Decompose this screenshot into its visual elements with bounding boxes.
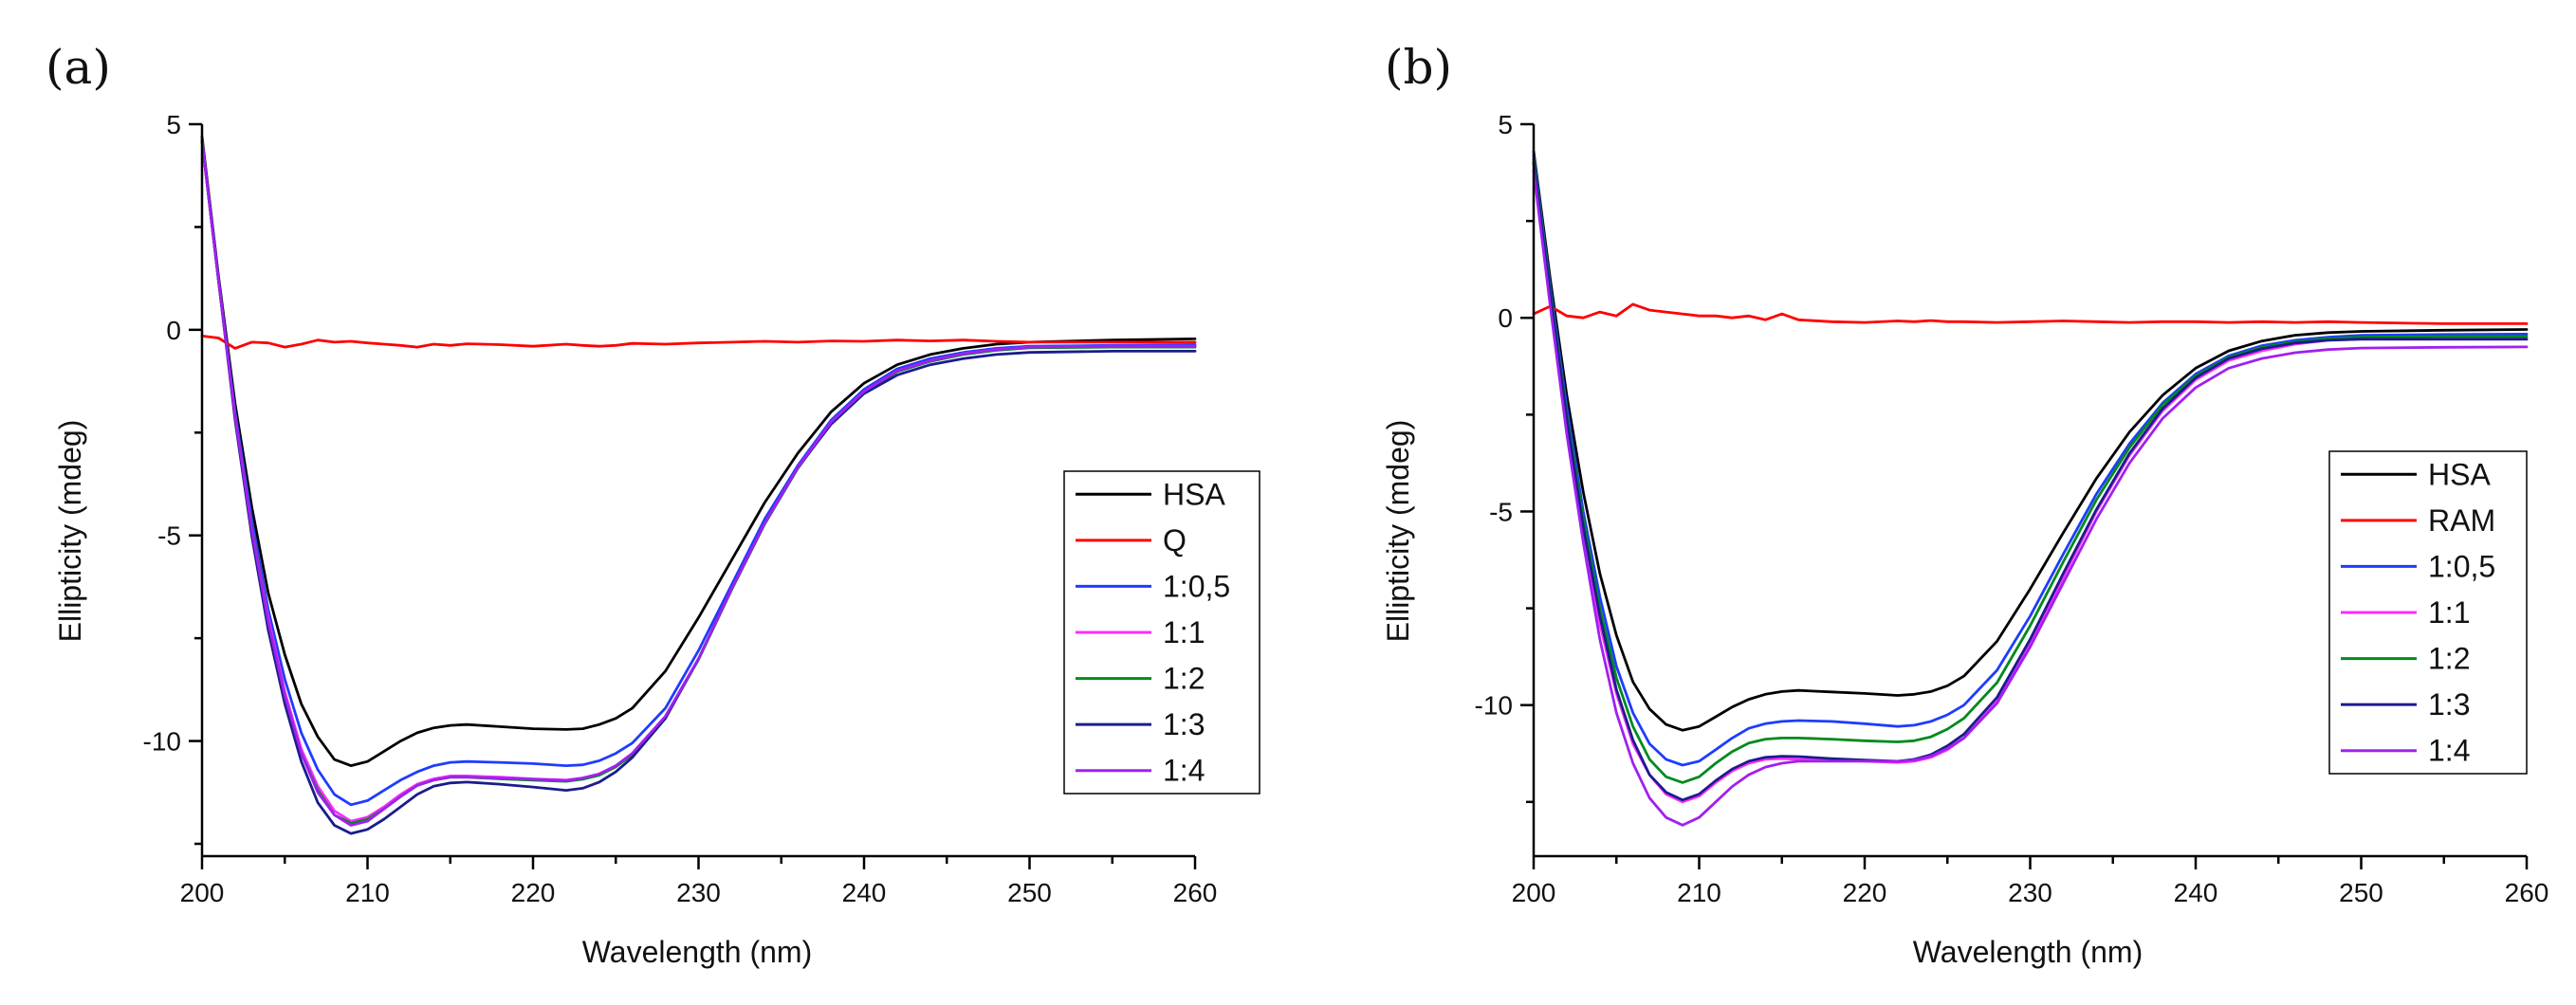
- panel-b-legend-label-ram: RAM: [2428, 503, 2495, 538]
- panel-a-axes: [200, 124, 1195, 858]
- panel-a-y-axis-label: Ellipticity (mdeg): [53, 420, 87, 643]
- panel-b-x-tick-label: 240: [2174, 878, 2218, 907]
- panel-b-legend-label-1-0-5: 1:0,5: [2428, 549, 2495, 583]
- panel-b-axes: [1532, 124, 2527, 858]
- panel-a-x-tick-label: 250: [1007, 878, 1052, 907]
- panel-a-y-tick-label: -5: [157, 521, 181, 551]
- panel-b-y-tick-label: 5: [1498, 110, 1513, 139]
- panel-a-series-1-4: [200, 138, 1197, 827]
- panel-a-x-axis-label: Wavelength (nm): [582, 935, 812, 969]
- panel-b-series: [1532, 150, 2529, 827]
- panel-b-legend-label-1-1: 1:1: [2428, 595, 2470, 630]
- panel-a-label: (a): [46, 40, 111, 95]
- panel-b-y-tick-label: 0: [1498, 303, 1513, 333]
- panel-a-series-1-3: [200, 138, 1197, 835]
- panel-b-x-tick-label: 260: [2505, 878, 2549, 907]
- panel-a-legend-label-hsa: HSA: [1163, 477, 1225, 511]
- panel-b-x-axis-label: Wavelength (nm): [1913, 935, 2143, 969]
- panel-b: (b) Wavelength (nm) Ellipticity (mdeg) 2…: [1381, 40, 2548, 969]
- panel-a-series-1-0-5: [200, 138, 1197, 807]
- panel-a-x-tick-label: 260: [1173, 878, 1218, 907]
- panel-a-x-tick-label: 200: [180, 878, 225, 907]
- panel-b-legend-label-1-4: 1:4: [2428, 734, 2470, 768]
- panel-b-x-tick-label: 250: [2339, 878, 2383, 907]
- panel-b-series-ram: [1532, 302, 2529, 325]
- panel-a-series-q: [200, 334, 1197, 350]
- panel-b-series-1-4: [1532, 169, 2529, 827]
- panel-b-series-1-0-5: [1532, 154, 2529, 767]
- panel-a-x-tick-label: 230: [676, 878, 721, 907]
- panel-a: (a) Wavelength (nm) Ellipticity (mdeg) 2…: [46, 40, 1260, 969]
- panel-a-legend-label-1-0-5: 1:0,5: [1163, 569, 1230, 603]
- panel-a-y-tick-label: 5: [166, 110, 181, 139]
- panel-b-y-tick-label: -10: [1475, 691, 1513, 721]
- panel-b-legend-label-1-3: 1:3: [2428, 687, 2470, 722]
- panel-a-legend: HSA Q 1:0,5 1:1 1:2 1:3 1:4: [1063, 470, 1260, 795]
- panel-a-series-hsa: [200, 135, 1197, 767]
- panel-a-legend-label-1-2: 1:2: [1163, 662, 1205, 696]
- panel-b-x-tick-label: 200: [1512, 878, 1556, 907]
- panel-b-label: (b): [1385, 40, 1452, 95]
- panel-a-x-tick-label: 220: [511, 878, 556, 907]
- panel-a-series-1-1: [200, 138, 1197, 823]
- panel-a-legend-label-1-3: 1:3: [1163, 707, 1205, 741]
- panel-a-legend-label-q: Q: [1163, 523, 1187, 557]
- panel-b-x-tick-label: 230: [2008, 878, 2052, 907]
- panel-a-x-tick-label: 240: [842, 878, 887, 907]
- panel-a-y-tick-label: 0: [166, 316, 181, 345]
- panel-b-y-tick-label: -5: [1489, 497, 1513, 526]
- panel-b-x-tick-label: 210: [1677, 878, 1721, 907]
- panel-a-ticks: 200 210 220 230 240 250 260 5 0 -5 -10: [143, 110, 1218, 907]
- panel-b-legend: HSA RAM 1:0,5 1:1 1:2 1:3 1:4: [2328, 450, 2528, 775]
- panel-a-series: [200, 135, 1197, 835]
- panel-a-legend-label-1-4: 1:4: [1163, 754, 1205, 788]
- panel-a-y-tick-label: -10: [143, 727, 181, 757]
- panel-a-series-1-2: [200, 138, 1197, 825]
- panel-a-x-tick-label: 210: [345, 878, 390, 907]
- panel-a-legend-label-1-1: 1:1: [1163, 615, 1205, 649]
- panel-b-ticks: 200 210 220 230 240 250 260 5 0 -5 -10: [1475, 110, 2549, 907]
- panel-b-y-axis-label: Ellipticity (mdeg): [1381, 420, 1415, 643]
- panel-b-legend-label-1-2: 1:2: [2428, 642, 2470, 676]
- panel-b-x-tick-label: 220: [1843, 878, 1887, 907]
- panel-b-legend-label-hsa: HSA: [2428, 457, 2491, 491]
- panel-b-series-hsa: [1532, 150, 2529, 732]
